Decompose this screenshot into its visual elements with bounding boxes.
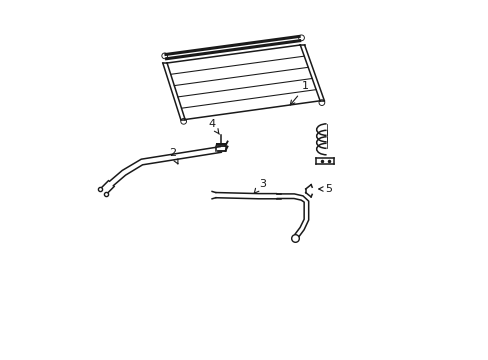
Text: 1: 1 <box>290 81 308 105</box>
Text: 2: 2 <box>168 148 178 164</box>
Text: 4: 4 <box>208 119 219 134</box>
Text: 3: 3 <box>254 179 265 193</box>
Text: 5: 5 <box>318 184 332 194</box>
